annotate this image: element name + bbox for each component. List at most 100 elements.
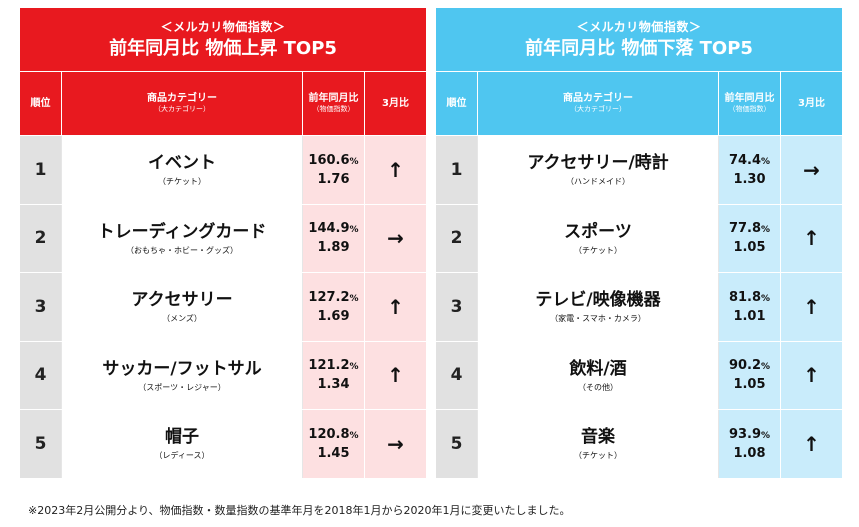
index-cell: 93.9% 1.08 <box>718 410 780 478</box>
category-sub: （その他） <box>578 382 618 392</box>
index-cell: 81.8% 1.01 <box>718 273 780 341</box>
mom-cell: → <box>364 410 426 478</box>
rank-cell: 5 <box>20 410 61 478</box>
trend-arrow-icon: ↑ <box>387 294 404 319</box>
category-cell: スポーツ （チケット） <box>477 204 718 272</box>
category-sub: （チケット） <box>158 177 206 187</box>
category-sub: （チケット） <box>574 245 622 255</box>
table-row: 2 スポーツ （チケット） 77.8% 1.05 ↑ <box>436 203 842 272</box>
index-percent: 120.8 <box>308 426 350 442</box>
category-cell: アクセサリー/時計 （ハンドメイド） <box>477 136 718 204</box>
category-sub: （スポーツ・レジャー） <box>138 382 226 392</box>
rank-cell: 5 <box>436 410 477 478</box>
price-down-subtitle: ＜メルカリ物価指数＞ <box>576 19 702 34</box>
rank-cell: 2 <box>436 204 477 272</box>
category-sub: （チケット） <box>574 451 622 461</box>
price-up-rows: 1 イベント （チケット） 160.6% 1.76 ↑ 2 トレーディングカード… <box>20 135 426 478</box>
index-percent: 74.4 <box>728 152 762 168</box>
table-row: 5 帽子 （レディース） 120.8% 1.45 → <box>20 409 426 478</box>
trend-arrow-icon: ↑ <box>803 363 820 388</box>
category-name: 帽子 <box>165 427 199 448</box>
index-cell: 90.2% 1.05 <box>718 341 780 409</box>
mom-cell: ↑ <box>364 341 426 409</box>
category-cell: アクセサリー （メンズ） <box>61 273 302 341</box>
table-row: 5 音楽 （チケット） 93.9% 1.08 ↑ <box>436 409 842 478</box>
category-cell: トレーディングカード （おもちゃ・ホビー・グッズ） <box>61 204 302 272</box>
trend-arrow-icon: ↑ <box>803 431 820 456</box>
category-name: テレビ/映像機器 <box>535 290 661 311</box>
mom-cell: → <box>364 204 426 272</box>
mom-cell: ↑ <box>780 204 842 272</box>
index-multiplier: 1.89 <box>317 240 350 256</box>
header-index: 前年同月比 （物価指数） <box>718 71 780 135</box>
trend-arrow-icon: ↑ <box>387 157 404 182</box>
footnote: ※2023年2月公開分より、物価指数・数量指数の基準年月を2018年1月から20… <box>28 504 571 517</box>
trend-arrow-icon: ↑ <box>803 294 820 319</box>
index-cell: 127.2% 1.69 <box>302 273 364 341</box>
rank-cell: 3 <box>436 273 477 341</box>
mom-cell: ↑ <box>780 410 842 478</box>
mom-cell: ↑ <box>364 136 426 204</box>
mom-cell: ↑ <box>780 273 842 341</box>
category-name: アクセサリー <box>131 290 233 311</box>
price-up-panel: ＜メルカリ物価指数＞ 前年同月比 物価上昇 TOP5 順位 商品カテゴリー （大… <box>20 8 426 478</box>
index-multiplier: 1.34 <box>317 377 350 393</box>
header-index: 前年同月比 （物価指数） <box>302 71 364 135</box>
price-up-title: 前年同月比 物価上昇 TOP5 <box>109 37 337 59</box>
category-cell: テレビ/映像機器 （家電・スマホ・カメラ） <box>477 273 718 341</box>
mom-cell: → <box>780 136 842 204</box>
rank-cell: 1 <box>436 136 477 204</box>
index-multiplier: 1.05 <box>733 377 766 393</box>
mom-cell: ↑ <box>780 341 842 409</box>
header-rank: 順位 <box>436 71 477 135</box>
table-row: 3 アクセサリー （メンズ） 127.2% 1.69 ↑ <box>20 272 426 341</box>
header-rank: 順位 <box>20 71 61 135</box>
category-sub: （家電・スマホ・カメラ） <box>550 314 646 324</box>
index-percent: 77.8 <box>728 221 762 237</box>
price-up-table-header: 順位 商品カテゴリー （大カテゴリー） 前年同月比 （物価指数） 3月比 <box>20 71 426 135</box>
table-row: 2 トレーディングカード （おもちゃ・ホビー・グッズ） 144.9% 1.89 … <box>20 203 426 272</box>
rank-cell: 3 <box>20 273 61 341</box>
header-mom: 3月比 <box>364 71 426 135</box>
header-category: 商品カテゴリー （大カテゴリー） <box>61 71 302 135</box>
index-cell: 74.4% 1.30 <box>718 136 780 204</box>
header-mom: 3月比 <box>780 71 842 135</box>
trend-arrow-icon: → <box>387 226 404 251</box>
price-up-banner: ＜メルカリ物価指数＞ 前年同月比 物価上昇 TOP5 <box>20 8 426 71</box>
table-row: 4 サッカー/フットサル （スポーツ・レジャー） 121.2% 1.34 ↑ <box>20 340 426 409</box>
index-multiplier: 1.45 <box>317 445 350 461</box>
index-cell: 77.8% 1.05 <box>718 204 780 272</box>
index-percent: 93.9 <box>728 426 762 442</box>
category-name: トレーディングカード <box>97 221 267 242</box>
index-multiplier: 1.08 <box>733 445 766 461</box>
category-name: アクセサリー/時計 <box>527 153 669 174</box>
index-cell: 144.9% 1.89 <box>302 204 364 272</box>
category-cell: イベント （チケット） <box>61 136 302 204</box>
price-down-table-header: 順位 商品カテゴリー （大カテゴリー） 前年同月比 （物価指数） 3月比 <box>436 71 842 135</box>
price-down-panel: ＜メルカリ物価指数＞ 前年同月比 物価下落 TOP5 順位 商品カテゴリー （大… <box>436 8 842 478</box>
index-percent: 127.2 <box>308 289 350 305</box>
rank-cell: 4 <box>20 341 61 409</box>
table-row: 4 飲料/酒 （その他） 90.2% 1.05 ↑ <box>436 340 842 409</box>
rank-cell: 4 <box>436 341 477 409</box>
rank-cell: 2 <box>20 204 61 272</box>
category-sub: （メンズ） <box>162 314 202 324</box>
price-down-banner: ＜メルカリ物価指数＞ 前年同月比 物価下落 TOP5 <box>436 8 842 71</box>
index-percent: 81.8 <box>728 289 762 305</box>
category-sub: （ハンドメイド） <box>566 177 630 187</box>
trend-arrow-icon: ↑ <box>387 363 404 388</box>
table-row: 1 アクセサリー/時計 （ハンドメイド） 74.4% 1.30 → <box>436 135 842 204</box>
index-cell: 120.8% 1.45 <box>302 410 364 478</box>
trend-arrow-icon: ↑ <box>803 226 820 251</box>
rank-cell: 1 <box>20 136 61 204</box>
category-cell: サッカー/フットサル （スポーツ・レジャー） <box>61 341 302 409</box>
price-down-title: 前年同月比 物価下落 TOP5 <box>525 37 753 59</box>
category-sub: （おもちゃ・ホビー・グッズ） <box>126 245 238 255</box>
index-percent: 144.9 <box>308 221 350 237</box>
index-multiplier: 1.01 <box>733 308 766 324</box>
category-name: イベント <box>148 153 216 174</box>
index-multiplier: 1.69 <box>317 308 350 324</box>
category-name: スポーツ <box>564 221 632 242</box>
category-name: 飲料/酒 <box>569 358 627 379</box>
index-multiplier: 1.30 <box>733 171 766 187</box>
